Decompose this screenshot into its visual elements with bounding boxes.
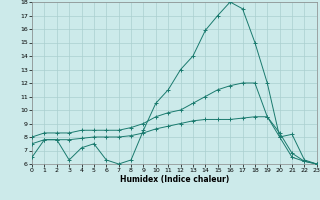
X-axis label: Humidex (Indice chaleur): Humidex (Indice chaleur) bbox=[120, 175, 229, 184]
